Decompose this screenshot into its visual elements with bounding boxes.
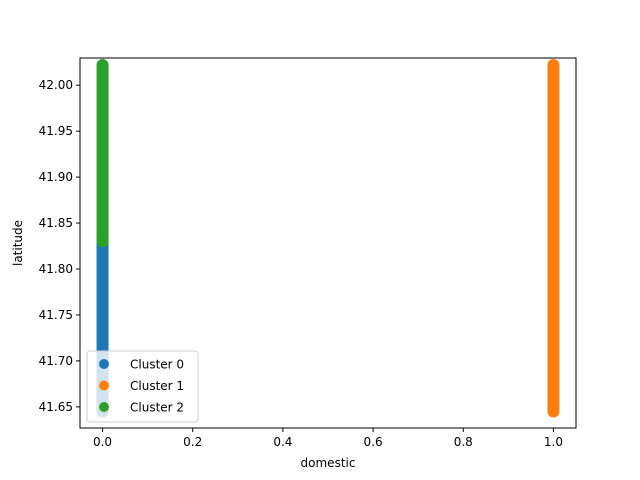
legend: Cluster 0 Cluster 1 Cluster 2 [86,350,199,423]
x-axis: 0.0 0.2 0.4 0.6 0.8 1.0 [93,428,563,449]
legend-box [86,350,199,423]
legend-label: Cluster 0 [130,358,184,372]
y-tick-label: 41.70 [39,354,73,368]
legend-marker [99,402,109,412]
x-tick-label: 0.4 [273,435,292,449]
legend-label: Cluster 2 [130,401,184,415]
x-tick-label: 0.2 [183,435,202,449]
legend-label: Cluster 1 [130,379,184,393]
x-tick-label: 0.8 [454,435,473,449]
x-tick-label: 1.0 [544,435,563,449]
y-axis: 41.65 41.70 41.75 41.80 41.85 41.90 41.95 42.00 [39,78,80,414]
y-tick-label: 41.75 [39,308,73,322]
y-tick-label: 41.85 [39,216,73,230]
x-tick-label: 0.6 [364,435,383,449]
y-tick-label: 41.65 [39,400,73,414]
legend-marker [99,359,109,369]
plot-frame [79,57,577,429]
y-tick-label: 42.00 [39,78,73,92]
x-tick-label: 0.0 [93,435,112,449]
y-tick-label: 41.80 [39,262,73,276]
x-axis-label: domestic [301,456,356,470]
y-tick-label: 41.90 [39,170,73,184]
legend-marker [99,380,109,391]
y-axis-label: latitude [11,220,25,266]
y-tick-label: 41.95 [39,124,73,138]
